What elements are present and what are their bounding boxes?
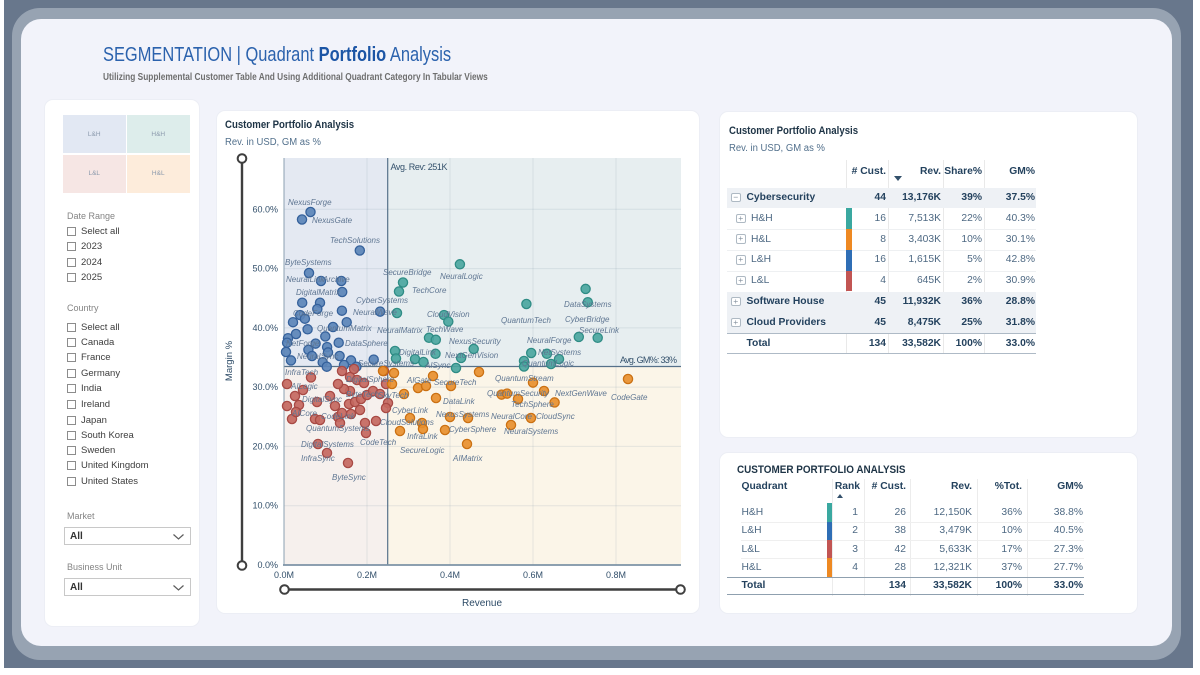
svg-text:NeuralMatrix: NeuralMatrix [377, 326, 423, 335]
svg-text:TechSolutions: TechSolutions [330, 236, 380, 245]
svg-text:DataSphere: DataSphere [345, 339, 388, 348]
svg-text:NexusSystems: NexusSystems [436, 410, 489, 419]
svg-text:QuantumStream: QuantumStream [495, 374, 554, 383]
svg-text:DataSystems: DataSystems [564, 300, 612, 309]
svg-text:QuantumSecurity: QuantumSecurity [487, 389, 550, 398]
svg-text:NeuralSync: NeuralSync [297, 352, 338, 361]
svg-text:CyberBridge: CyberBridge [565, 315, 610, 324]
svg-text:NexusGate: NexusGate [312, 216, 353, 225]
svg-text:NextGenWave: NextGenWave [555, 389, 607, 398]
svg-text:60.0%: 60.0% [252, 204, 278, 214]
svg-text:10.0%: 10.0% [252, 501, 278, 511]
svg-text:TechWave: TechWave [426, 325, 464, 334]
svg-text:SecureSystems: SecureSystems [358, 359, 414, 368]
svg-text:CloudSync: CloudSync [536, 412, 575, 421]
svg-text:AILogic: AILogic [290, 382, 318, 391]
svg-text:DigitalSystems: DigitalSystems [301, 440, 354, 449]
svg-text:0.0%: 0.0% [257, 560, 278, 570]
svg-text:Avg. GM%: 33%: Avg. GM%: 33% [620, 355, 677, 365]
svg-text:QuantumSystems: QuantumSystems [306, 424, 370, 433]
svg-text:NextGenVision: NextGenVision [445, 351, 499, 360]
svg-text:AISync: AISync [424, 361, 450, 370]
svg-text:InfraLink: InfraLink [407, 432, 439, 441]
svg-text:AIMatrix: AIMatrix [452, 454, 483, 463]
svg-text:SecureLink: SecureLink [579, 326, 620, 335]
svg-text:Archive: Archive [322, 275, 350, 284]
svg-text:AlGate: AlGate [406, 376, 432, 385]
svg-text:CodeTech: CodeTech [360, 438, 397, 447]
svg-text:DataLink: DataLink [443, 397, 476, 406]
svg-text:CyberSphere: CyberSphere [449, 425, 497, 434]
svg-text:InfraTech: InfraTech [285, 368, 319, 377]
svg-text:QuantumLogic: QuantumLogic [522, 359, 574, 368]
svg-text:30.0%: 30.0% [252, 382, 278, 392]
svg-text:CloudVision: CloudVision [427, 310, 470, 319]
svg-text:SecureBridge: SecureBridge [383, 268, 432, 277]
svg-text:CyberSystems: CyberSystems [356, 296, 408, 305]
svg-text:0.8M: 0.8M [606, 570, 626, 580]
svg-text:CodeForge: CodeForge [293, 309, 334, 318]
svg-text:QuantumMatrix: QuantumMatrix [317, 324, 373, 333]
svg-text:Avg. Rev: 251K: Avg. Rev: 251K [391, 162, 448, 172]
svg-text:50.0%: 50.0% [252, 264, 278, 274]
svg-text:InfraSync: InfraSync [301, 454, 335, 463]
svg-text:DigitalSync: DigitalSync [302, 395, 342, 404]
svg-text:ByteSync: ByteSync [332, 473, 366, 482]
svg-text:0.4M: 0.4M [440, 570, 460, 580]
svg-text:TechCore: TechCore [412, 286, 447, 295]
svg-text:CloudSolutions: CloudSolutions [380, 418, 434, 427]
svg-text:DigitalMatrix: DigitalMatrix [296, 288, 341, 297]
svg-text:NetForge: NetForge [286, 339, 320, 348]
svg-text:NeuralForge: NeuralForge [527, 336, 572, 345]
svg-text:NeuralCore: NeuralCore [491, 412, 532, 421]
svg-text:0.0M: 0.0M [274, 570, 294, 580]
svg-text:SkyTech: SkyTech [378, 391, 409, 400]
svg-text:ByteTech: ByteTech [346, 390, 380, 399]
svg-text:NetSystems: NetSystems [538, 348, 581, 357]
svg-text:NeuralWave: NeuralWave [353, 308, 397, 317]
svg-text:TechSphere: TechSphere [511, 400, 554, 409]
svg-text:CodeLink: CodeLink [321, 412, 356, 421]
svg-text:Revenue: Revenue [462, 598, 502, 609]
svg-text:CyberLink: CyberLink [392, 406, 429, 415]
svg-text:NexusForge: NexusForge [288, 198, 332, 207]
svg-text:CodeGate: CodeGate [611, 393, 648, 402]
svg-text:Margin %: Margin % [224, 340, 235, 381]
svg-text:0.2M: 0.2M [357, 570, 377, 580]
svg-text:QuantumTech: QuantumTech [501, 316, 552, 325]
svg-text:SecureTech: SecureTech [434, 378, 477, 387]
svg-text:AICore: AICore [291, 409, 317, 418]
svg-text:DigitalSphere: DigitalSphere [346, 375, 395, 384]
svg-text:ByteSystems: ByteSystems [285, 258, 332, 267]
svg-text:40.0%: 40.0% [252, 323, 278, 333]
svg-text:SecureLogic: SecureLogic [400, 446, 444, 455]
svg-text:DigitalLink: DigitalLink [399, 348, 437, 357]
svg-text:NeuralSystems: NeuralSystems [504, 427, 558, 436]
svg-text:NeuralLink: NeuralLink [286, 275, 325, 284]
svg-text:0.6M: 0.6M [523, 570, 543, 580]
svg-text:20.0%: 20.0% [252, 441, 278, 451]
svg-text:NeuralLogic: NeuralLogic [440, 272, 483, 281]
svg-text:NexusSecurity: NexusSecurity [449, 337, 502, 346]
